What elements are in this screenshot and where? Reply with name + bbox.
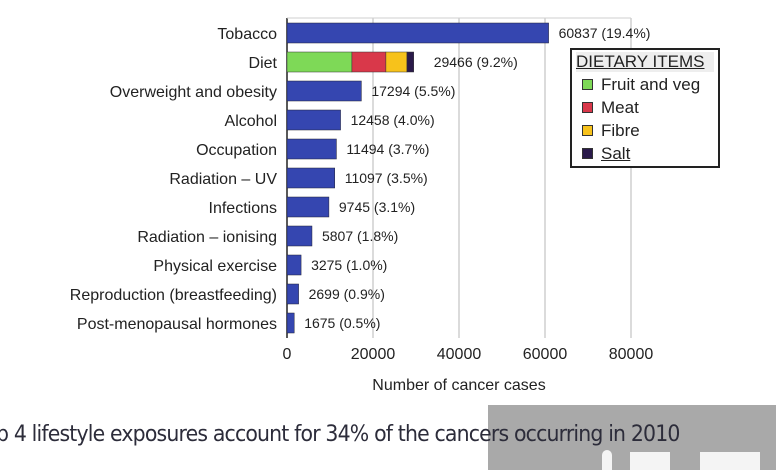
category-label: Occupation <box>196 142 277 159</box>
bar <box>286 167 335 189</box>
data-label: 9745 (3.1%) <box>339 199 415 215</box>
data-label: 17294 (5.5%) <box>371 83 455 99</box>
category-label: Radiation – UV <box>169 171 277 188</box>
x-tick-label: 0 <box>283 346 292 363</box>
bar-segment-meat <box>351 51 387 73</box>
category-label: Radiation – ionising <box>137 229 277 246</box>
legend-swatch <box>582 79 593 90</box>
x-tick-label: 20000 <box>351 346 396 363</box>
bar <box>286 109 341 131</box>
bar-segment-fibre <box>385 51 408 73</box>
x-tick-label: 60000 <box>523 346 568 363</box>
slide-caption: p 4 lifestyle exposures account for 34% … <box>0 422 680 447</box>
x-tick-label: 80000 <box>609 346 654 363</box>
bar <box>286 254 302 276</box>
legend-label: Fibre <box>601 120 640 140</box>
data-label: 11494 (3.7%) <box>346 141 429 157</box>
category-label: Physical exercise <box>153 258 277 275</box>
legend-item: Fruit and veg <box>576 73 714 96</box>
legend-swatch <box>582 148 593 159</box>
data-label: 5807 (1.8%) <box>322 228 398 244</box>
category-label: Reproduction (breastfeeding) <box>70 287 277 304</box>
data-label: 12458 (4.0%) <box>351 112 435 128</box>
category-label: Overweight and obesity <box>110 84 277 101</box>
legend-item: Meat <box>576 96 714 119</box>
legend-swatch <box>582 125 593 136</box>
legend-label: Meat <box>601 97 639 117</box>
bar <box>286 80 362 102</box>
bar <box>286 138 337 160</box>
legend-title: DIETARY ITEMS <box>576 52 714 72</box>
bar <box>286 22 549 44</box>
data-label: 3275 (1.0%) <box>311 257 387 273</box>
category-label: Diet <box>249 55 278 72</box>
category-label: Alcohol <box>225 113 277 130</box>
legend-label: Fruit and veg <box>601 74 701 94</box>
bar <box>286 196 330 218</box>
bar-chart: 0 20000 40000 60000 80000 Number of cancer ca… <box>70 17 654 394</box>
legend-item: Fibre <box>576 119 714 142</box>
data-label: 1675 (0.5%) <box>304 315 380 331</box>
data-label: 60837 (19.4%) <box>559 25 651 41</box>
data-label: 11097 (3.5%) <box>345 170 428 186</box>
logo-mark <box>630 452 670 470</box>
category-label: Infections <box>209 200 277 217</box>
logo-mark <box>700 452 760 470</box>
x-tick-label: 40000 <box>437 346 482 363</box>
logo-building-icon <box>602 450 612 470</box>
legend-label: Salt <box>601 143 631 163</box>
bar <box>286 312 295 334</box>
category-label: Tobacco <box>217 26 277 43</box>
legend-item: Salt <box>576 142 714 165</box>
data-label: 29466 (9.2%) <box>434 54 518 70</box>
legend: DIETARY ITEMS Fruit and veg Meat Fibre Salt <box>570 48 720 168</box>
bar-segment-salt <box>406 51 414 73</box>
category-label: Post-menopausal hormones <box>77 316 277 333</box>
legend-swatch <box>582 102 593 113</box>
bar-segment-fruit-and-veg <box>286 51 353 73</box>
data-label: 2699 (0.9%) <box>309 286 385 302</box>
bar <box>286 225 313 247</box>
bar <box>286 283 299 305</box>
x-axis-title: Number of cancer cases <box>372 377 545 394</box>
